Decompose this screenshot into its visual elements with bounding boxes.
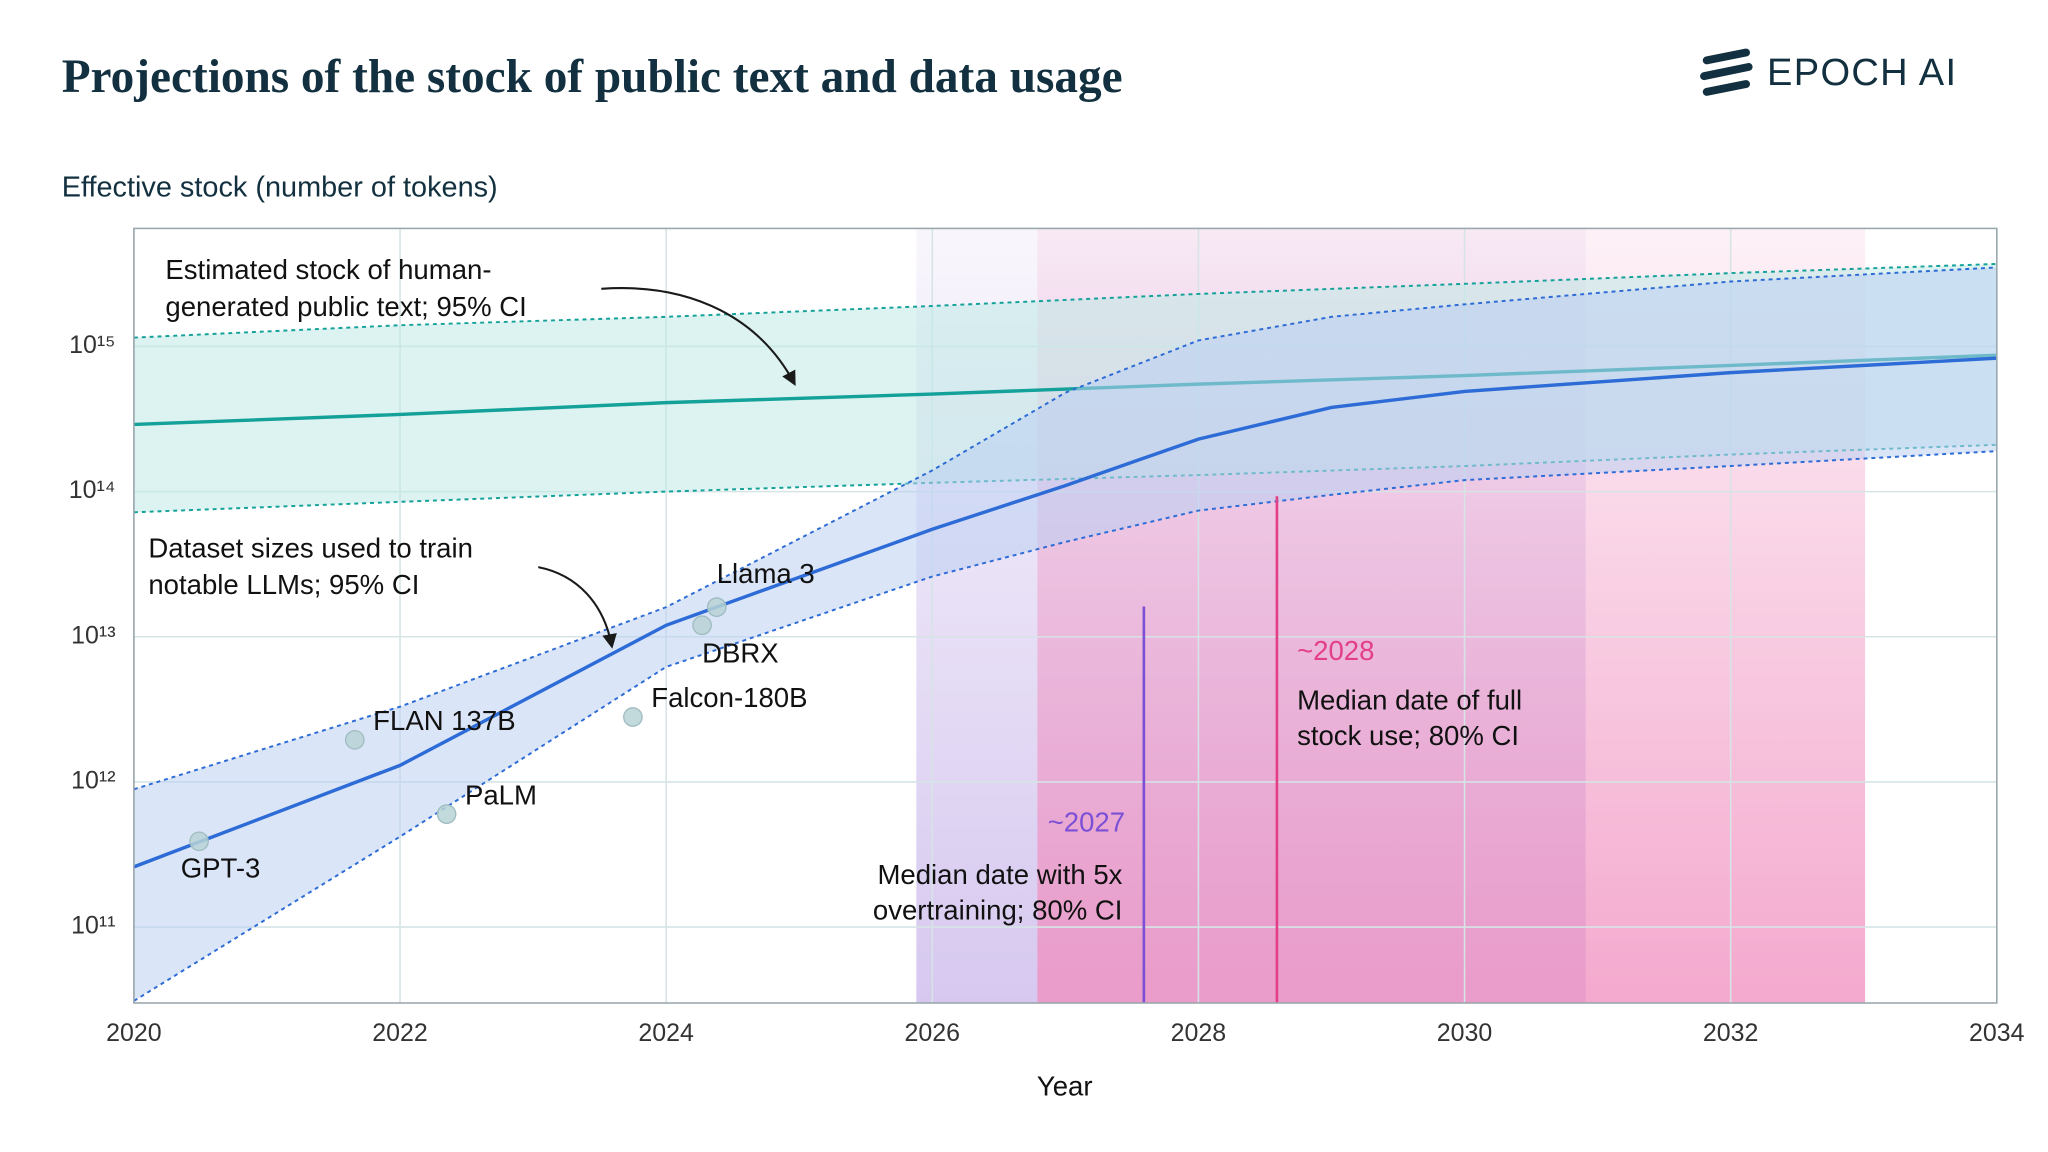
ci-bound-line [133, 262, 1997, 339]
series-annotation: notable LLMs; 95% CI [148, 569, 419, 600]
median-description: stock use; 80% CI [1297, 720, 1519, 751]
model-point [706, 597, 727, 617]
model-label: Falcon-180B [651, 682, 807, 713]
median-description: overtraining; 80% CI [873, 895, 1123, 926]
x-tick-label: 2022 [372, 1019, 427, 1047]
y-tick-label: 10¹³ [71, 621, 115, 649]
brand-logo: EPOCH AI [1700, 48, 1957, 96]
median-description: Median date with 5x [877, 859, 1122, 890]
model-label: FLAN 137B [373, 705, 515, 736]
annotation-arrow [538, 566, 617, 649]
ci-bound-line [133, 450, 1997, 1002]
median-description: Median date of full [1297, 685, 1522, 716]
x-tick-label: 2026 [905, 1019, 960, 1047]
ci-bound-line [133, 266, 1997, 791]
series-annotation: Dataset sizes used to train [148, 532, 473, 563]
median-label: ~2027 [1048, 807, 1125, 838]
median-line-series [133, 356, 1997, 869]
chart-title: Projections of the stock of public text … [62, 51, 1123, 103]
y-tick-label: 10¹⁴ [69, 476, 116, 504]
model-label: DBRX [702, 638, 779, 669]
labels: ~2027 Median date with 5x overtraining; 80… [69, 254, 2025, 1047]
x-tick-label: 2024 [638, 1019, 694, 1047]
x-tick-label: 2032 [1703, 1019, 1758, 1047]
brand-name: EPOCH AI [1767, 52, 1957, 94]
plot-frame [133, 227, 1998, 1004]
y-tick-label: 10¹⁵ [69, 331, 115, 359]
model-label: PaLM [465, 779, 537, 810]
x-axis-title: Year [1037, 1071, 1093, 1102]
x-tick-label: 2028 [1171, 1019, 1226, 1047]
y-tick-label: 10¹¹ [71, 912, 115, 940]
model-point [344, 729, 365, 750]
plot-area [133, 262, 1997, 1002]
annotation-arrow [601, 287, 796, 386]
model-point [436, 804, 457, 824]
model-label: GPT-3 [181, 852, 261, 883]
series-annotation: Estimated stock of human- [165, 254, 491, 285]
model-point [692, 615, 712, 636]
model-label: Llama 3 [717, 558, 815, 589]
y-tick-label: 10¹² [71, 767, 115, 795]
model-point [189, 831, 209, 852]
series-annotation: generated public text; 95% CI [165, 291, 526, 322]
y-axis-title: Effective stock (number of tokens) [62, 172, 498, 204]
median-label: ~2028 [1297, 635, 1374, 666]
x-tick-label: 2034 [1969, 1019, 2025, 1047]
model-point [623, 707, 643, 727]
x-tick-label: 2030 [1437, 1019, 1492, 1047]
ci-band [133, 267, 1997, 1001]
x-tick-label: 2020 [106, 1019, 161, 1047]
